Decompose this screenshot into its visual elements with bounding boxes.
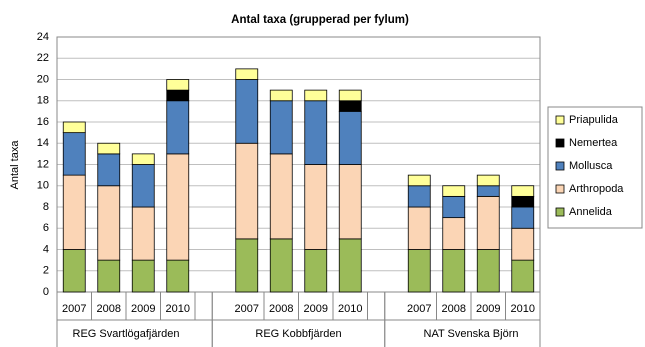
bar-segment xyxy=(131,164,155,208)
y-tick-label: 8 xyxy=(43,201,49,213)
bar-segment xyxy=(62,174,86,250)
bar-segment xyxy=(511,206,535,229)
legend-swatch xyxy=(555,161,565,171)
legend-label: Annelida xyxy=(569,206,613,218)
bar-segment xyxy=(304,100,328,165)
bar-segment xyxy=(269,153,293,240)
bar-segment xyxy=(304,249,328,293)
bar-segment xyxy=(131,259,155,293)
chart-title: Antal taxa (grupperad per fylum) xyxy=(231,14,409,26)
bar-segment xyxy=(62,249,86,293)
y-tick-label: 10 xyxy=(37,180,49,192)
y-tick-label: 0 xyxy=(43,286,49,298)
legend-label: Nemertea xyxy=(569,137,618,149)
bar-segment xyxy=(62,132,86,176)
y-tick-label: 14 xyxy=(37,137,49,149)
y-tick-label: 4 xyxy=(43,243,49,255)
bar-segment xyxy=(97,259,121,293)
bar-segment xyxy=(476,174,500,187)
bar-segment xyxy=(511,185,535,197)
bar-segment xyxy=(304,164,328,250)
bar-segment xyxy=(338,89,362,102)
bar-segment xyxy=(407,185,431,208)
x-tick-label: 2007 xyxy=(407,303,431,315)
bar-segment xyxy=(442,249,466,293)
bar-segment xyxy=(511,227,535,261)
x-tick-label: 2008 xyxy=(442,303,466,315)
group-label: REG Svartlögafjärden xyxy=(73,328,180,340)
bar-segment xyxy=(131,206,155,261)
group-label: NAT Svenska Björn xyxy=(424,328,519,340)
x-tick-label: 2010 xyxy=(338,303,362,315)
y-tick-label: 2 xyxy=(43,265,49,277)
bar-segment xyxy=(97,153,121,187)
bar-segment xyxy=(407,174,431,187)
bar-segment xyxy=(166,89,190,102)
y-tick-label: 6 xyxy=(43,222,49,234)
bar-segment xyxy=(338,164,362,240)
x-tick-label: 2008 xyxy=(97,303,121,315)
bar-segment xyxy=(511,259,535,293)
x-tick-label: 2010 xyxy=(511,303,535,315)
legend-swatch xyxy=(555,184,565,194)
y-tick-label: 18 xyxy=(37,95,49,107)
bar-segment xyxy=(338,110,362,165)
bar-segment xyxy=(235,68,259,80)
bar-segment xyxy=(269,89,293,102)
legend-swatch xyxy=(555,138,565,148)
legend-label: Arthropoda xyxy=(569,183,624,195)
bar-segment xyxy=(269,100,293,155)
bar-segment xyxy=(476,185,500,197)
y-tick-label: 20 xyxy=(37,73,49,85)
bar-segment xyxy=(62,121,86,134)
bar-segment xyxy=(511,195,535,208)
bar-segment xyxy=(476,195,500,250)
bar-segment xyxy=(304,89,328,102)
bar-segment xyxy=(269,238,293,293)
bar-segment xyxy=(407,206,431,250)
bar-segment xyxy=(338,100,362,112)
bar-segment xyxy=(97,185,121,261)
legend-swatch xyxy=(555,207,565,217)
legend-label: Priapulida xyxy=(569,114,619,126)
bar-segment xyxy=(407,249,431,293)
y-tick-label: 12 xyxy=(37,158,49,170)
bar-segment xyxy=(131,153,155,165)
bar-segment xyxy=(97,142,121,155)
bar-segment xyxy=(442,185,466,197)
bar-segment xyxy=(166,79,190,91)
bar-segment xyxy=(338,238,362,293)
legend-swatch xyxy=(555,115,565,125)
x-tick-label: 2008 xyxy=(269,303,293,315)
bar-segment xyxy=(476,249,500,293)
bar-segment xyxy=(235,238,259,293)
bar-segment xyxy=(442,195,466,219)
x-tick-label: 2009 xyxy=(131,303,155,315)
x-tick-label: 2007 xyxy=(235,303,259,315)
y-axis-label: Antal taxa xyxy=(9,140,21,190)
y-tick-label: 22 xyxy=(37,52,49,64)
x-tick-label: 2010 xyxy=(166,303,190,315)
x-tick-label: 2007 xyxy=(62,303,86,315)
y-tick-label: 24 xyxy=(37,31,49,43)
legend-label: Mollusca xyxy=(569,160,613,172)
bar-segment xyxy=(235,79,259,144)
x-tick-label: 2009 xyxy=(304,303,328,315)
x-tick-label: 2009 xyxy=(476,303,500,315)
bar-segment xyxy=(166,100,190,155)
bar-segment xyxy=(442,217,466,250)
y-tick-label: 16 xyxy=(37,116,49,128)
bar-segment xyxy=(235,142,259,240)
bar-segment xyxy=(166,259,190,293)
group-label: REG Kobbfjärden xyxy=(255,328,341,340)
bar-segment xyxy=(166,153,190,261)
